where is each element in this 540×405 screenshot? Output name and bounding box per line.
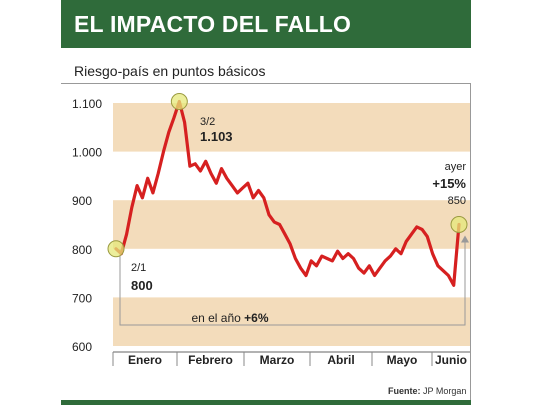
bracket-arrow	[461, 235, 469, 243]
background-bands	[113, 103, 470, 346]
highlight-marker	[170, 93, 188, 111]
y-tick-label: 1.100	[72, 97, 102, 111]
year-bracket	[119, 236, 466, 326]
x-tick-label: Marzo	[260, 353, 295, 367]
y-tick-label: 1.000	[72, 146, 102, 160]
y-tick-label: 600	[72, 340, 92, 354]
x-tick-label: Abril	[327, 353, 354, 367]
source-label: Fuente:	[388, 386, 421, 396]
divider-vertical	[470, 83, 471, 401]
series-line-path	[114, 99, 461, 287]
annotation-last-value: 850	[448, 195, 466, 207]
divider	[61, 83, 471, 84]
highlight-marker	[107, 240, 125, 258]
header-bar: EL IMPACTO DEL FALLO	[61, 0, 471, 48]
source-note: Fuente: JP Morgan	[388, 386, 466, 396]
x-axis: Enero Febrero Marzo Abril Mayo Junio	[112, 351, 470, 367]
markers	[107, 93, 468, 258]
bottom-bar	[61, 400, 471, 405]
chart-title: EL IMPACTO DEL FALLO	[74, 11, 352, 37]
annotation-year-label: en el año	[191, 311, 244, 325]
x-tick-label: Mayo	[387, 353, 418, 367]
annotation-start-value: 800	[131, 278, 153, 293]
band-0	[113, 103, 470, 152]
chart-subtitle: Riesgo-país en puntos básicos	[74, 63, 266, 79]
annotation-start-date: 2/1	[131, 262, 146, 274]
source-value: JP Morgan	[423, 386, 467, 396]
x-tick-label: Junio	[435, 353, 467, 367]
annotation-last-change: +15%	[432, 176, 466, 191]
annotation-peak-value: 1.103	[200, 129, 233, 144]
y-tick-label: 900	[72, 194, 92, 208]
annotation-year-change: +6%	[244, 311, 269, 325]
highlight-marker	[450, 216, 468, 233]
annotation-last-label: ayer	[445, 161, 467, 173]
y-axis-ticks: 1.100 1.000 900 800 700 600	[72, 97, 102, 354]
y-tick-label: 700	[72, 291, 92, 305]
series-line	[114, 99, 461, 287]
annotation-peak-date: 3/2	[200, 116, 215, 128]
annotation-year: en el año +6%	[191, 311, 268, 325]
x-tick-label: Enero	[128, 353, 162, 367]
x-tick-label: Febrero	[188, 353, 233, 367]
annotations: 2/1 800 3/21.103 ayer +15% 850 en el año +6%	[119, 116, 469, 326]
band-1	[113, 200, 470, 249]
y-tick-label: 800	[72, 243, 92, 257]
band-2	[113, 297, 470, 346]
